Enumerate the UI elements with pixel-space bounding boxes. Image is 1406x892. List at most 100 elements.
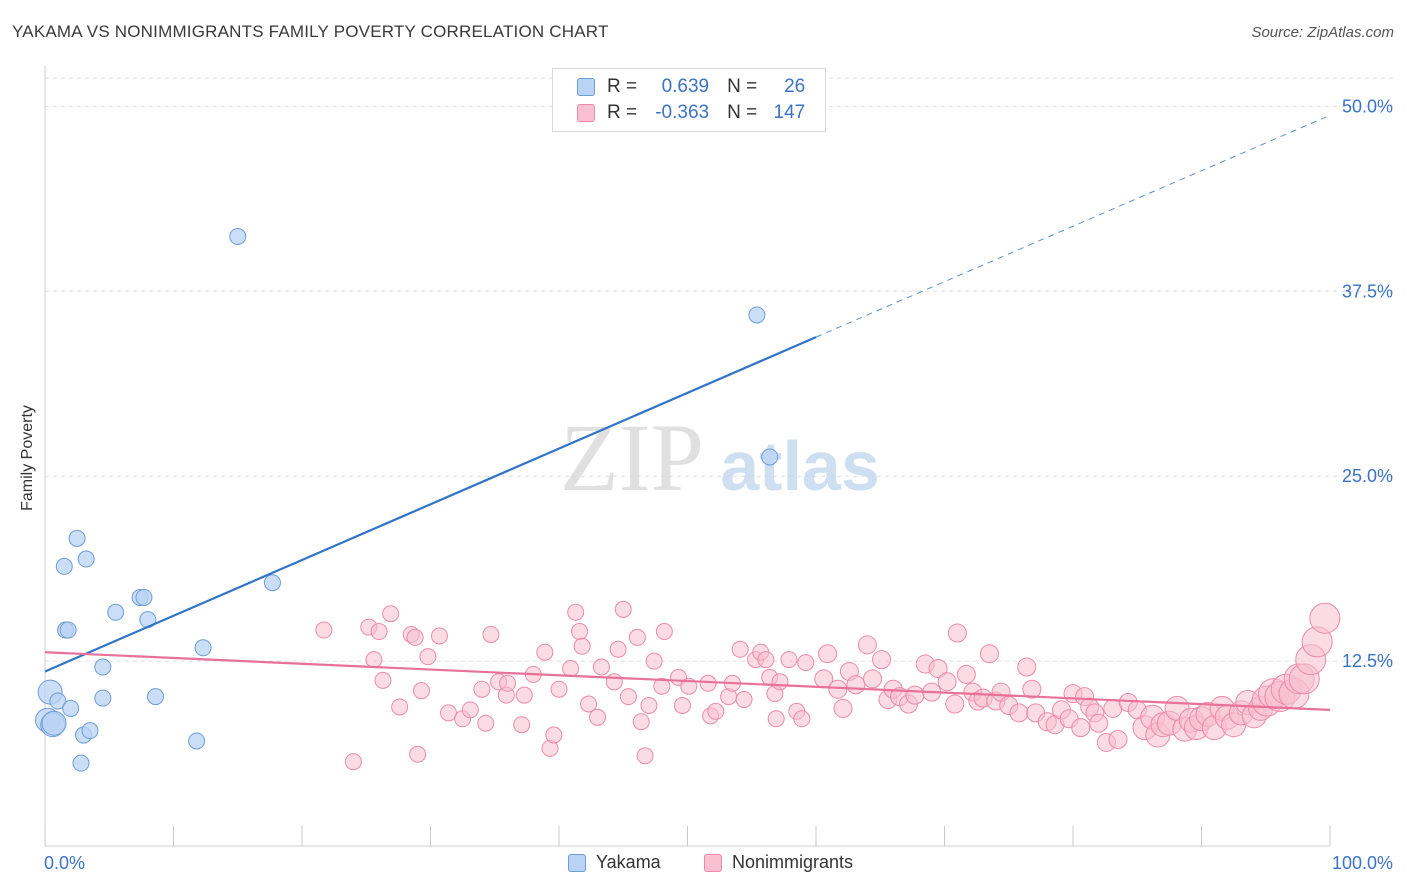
nonimmigrants-point	[605, 673, 623, 691]
yakama-point	[59, 621, 77, 639]
nonimmigrants-point	[477, 714, 495, 732]
trend-lines	[44, 114, 1331, 712]
nonimmigrants-point	[567, 603, 585, 621]
y-tick-label: 25.0%	[1342, 466, 1393, 486]
yakama-trend-extension	[815, 114, 1331, 338]
nonimmigrants-point	[945, 694, 965, 714]
yakama-point	[41, 710, 67, 736]
nonimmigrants-point	[797, 654, 815, 672]
legend-row-nonimmigrants: R = -0.363 N = 147	[577, 100, 805, 126]
nonimmigrants-point	[413, 682, 431, 700]
tick-labels: 12.5% 25.0% 37.5% 50.0% 0.0% 100.0%	[44, 96, 1393, 873]
yakama-swatch	[568, 853, 586, 872]
y-tick-label: 12.5%	[1342, 651, 1393, 671]
n-value: 26	[784, 76, 806, 97]
nonimmigrants-point	[562, 659, 580, 677]
nonimmigrants-point	[731, 640, 749, 658]
y-tick-label: 50.0%	[1342, 96, 1393, 116]
watermark: ZIP atlas	[560, 404, 880, 511]
nonimmigrants-point	[846, 675, 866, 695]
nonimmigrants-point	[828, 679, 848, 699]
nonimmigrants-point	[370, 623, 388, 641]
nonimmigrants-point	[947, 623, 967, 643]
nonimmigrants-point	[628, 628, 646, 646]
yakama-point	[194, 639, 212, 657]
nonimmigrants-point	[550, 680, 568, 698]
yakama-point	[188, 732, 206, 750]
nonimmigrants-points	[315, 600, 1341, 771]
legend-row-yakama: R = 0.639 N = 26	[577, 74, 805, 100]
yakama-point	[263, 574, 281, 592]
nonimmigrants-point	[905, 685, 925, 705]
nonimmigrants-point	[619, 688, 637, 706]
n-value: 147	[773, 102, 806, 123]
yakama-point	[55, 557, 73, 575]
nonimmigrants-point	[406, 628, 424, 646]
nonimmigrants-point	[344, 753, 362, 771]
nonimmigrants-point	[573, 637, 591, 655]
nonimmigrants-point	[382, 605, 400, 623]
nonimmigrants-point	[439, 704, 457, 722]
series-legend: Yakama Nonimmigrants	[0, 852, 1406, 878]
nonimmigrants-point	[609, 640, 627, 658]
nonimmigrants-point	[1309, 602, 1341, 634]
watermark-zip: ZIP	[560, 404, 704, 511]
nonimmigrants-point	[640, 696, 658, 714]
n-label: N =	[727, 102, 758, 123]
nonimmigrants-trend-line	[44, 651, 1331, 712]
nonimmigrants-point	[653, 677, 671, 695]
nonimmigrants-point	[513, 716, 531, 734]
nonimmigrants-point	[1071, 718, 1091, 738]
nonimmigrants-point	[419, 648, 437, 666]
nonimmigrants-point	[636, 747, 654, 765]
nonimmigrants-point	[818, 644, 838, 664]
legend-label: Nonimmigrants	[732, 852, 854, 872]
r-label: R =	[607, 102, 638, 123]
n-label: N =	[727, 76, 758, 97]
legend-item-yakama: Yakama	[568, 852, 661, 873]
yakama-point	[229, 228, 247, 246]
nonimmigrants-point	[673, 696, 691, 714]
x-tick-label: 100.0%	[1332, 853, 1393, 873]
yakama-point	[94, 658, 112, 676]
nonimmigrants-point	[374, 671, 392, 689]
legend-label: Yakama	[596, 852, 661, 872]
nonimmigrants-point	[1017, 657, 1037, 677]
nonimmigrants-point	[571, 623, 589, 641]
nonimmigrants-point	[707, 702, 725, 720]
nonimmigrants-point	[632, 713, 650, 731]
nonimmigrants-point	[614, 600, 632, 618]
nonimmigrants-point	[863, 669, 883, 689]
yakama-point	[72, 754, 90, 772]
yakama-point	[62, 699, 80, 717]
yakama-point	[748, 306, 766, 324]
yakama-swatch	[577, 78, 595, 96]
nonimmigrants-point	[655, 623, 673, 641]
watermark-atlas: atlas	[720, 427, 880, 505]
nonimmigrants-point	[956, 664, 976, 684]
r-label: R =	[607, 76, 638, 97]
nonimmigrants-point	[833, 698, 853, 718]
nonimmigrants-point	[757, 651, 775, 669]
axes	[44, 66, 1331, 847]
nonimmigrants-point	[580, 695, 598, 713]
x-tick-label: 0.0%	[44, 853, 85, 873]
correlation-legend: R = 0.639 N = 26 R = -0.363 N = 147	[552, 68, 826, 132]
nonimmigrants-point	[735, 691, 753, 709]
nonimmigrants-point	[365, 651, 383, 669]
nonimmigrants-point	[473, 680, 491, 698]
nonimmigrants-point	[499, 674, 517, 692]
yakama-point	[49, 692, 67, 710]
nonimmigrants-point	[589, 708, 607, 726]
r-value: -0.363	[655, 102, 710, 123]
nonimmigrants-point	[430, 627, 448, 645]
nonimmigrants-point	[482, 625, 500, 643]
nonimmigrants-point	[928, 658, 948, 678]
yakama-point	[107, 603, 125, 621]
nonimmigrants-point	[515, 686, 533, 704]
nonimmigrants-point	[780, 651, 798, 669]
nonimmigrants-point	[461, 701, 479, 719]
y-tick-label: 37.5%	[1342, 281, 1393, 301]
nonimmigrants-point	[857, 635, 877, 655]
